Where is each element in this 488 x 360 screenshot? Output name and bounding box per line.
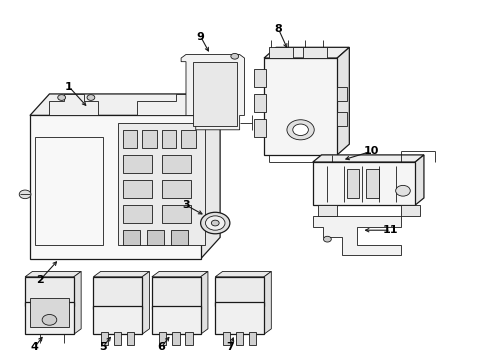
Bar	[303, 47, 327, 58]
Text: 4: 4	[31, 342, 39, 352]
Polygon shape	[30, 94, 220, 116]
Polygon shape	[74, 271, 81, 334]
Polygon shape	[312, 155, 423, 162]
Polygon shape	[312, 216, 400, 255]
Polygon shape	[200, 94, 220, 259]
Bar	[254, 119, 266, 137]
Bar	[142, 130, 157, 148]
Bar	[122, 180, 152, 198]
Bar	[366, 169, 378, 198]
Bar	[193, 62, 237, 126]
Circle shape	[292, 124, 308, 135]
Bar	[185, 332, 192, 345]
Text: 5: 5	[99, 342, 107, 352]
Bar	[101, 332, 108, 345]
Circle shape	[42, 315, 57, 325]
Bar	[122, 230, 140, 244]
Text: 3: 3	[182, 200, 189, 210]
Polygon shape	[215, 271, 271, 277]
Circle shape	[58, 95, 65, 100]
Bar	[35, 137, 103, 244]
Circle shape	[205, 216, 224, 230]
Text: 9: 9	[196, 32, 204, 41]
Bar	[336, 87, 346, 101]
Circle shape	[87, 95, 95, 100]
Circle shape	[286, 120, 314, 140]
Bar	[30, 116, 200, 259]
Text: 6: 6	[157, 342, 165, 352]
Bar	[127, 332, 134, 345]
Bar	[268, 47, 293, 58]
Text: 8: 8	[274, 24, 282, 35]
Polygon shape	[152, 271, 207, 277]
Bar	[93, 306, 142, 334]
Polygon shape	[336, 47, 348, 155]
Bar	[93, 277, 142, 309]
Polygon shape	[137, 94, 200, 116]
Bar	[171, 230, 188, 244]
Polygon shape	[200, 271, 207, 334]
Text: 11: 11	[382, 225, 398, 235]
Bar	[161, 130, 176, 148]
Polygon shape	[93, 271, 149, 277]
Bar	[254, 94, 266, 112]
Polygon shape	[264, 271, 271, 334]
Bar	[159, 332, 166, 345]
Bar	[264, 58, 336, 155]
Bar	[122, 205, 152, 223]
Bar	[181, 130, 195, 148]
Text: 1: 1	[65, 82, 73, 92]
Bar	[312, 162, 414, 205]
Bar	[222, 332, 229, 345]
Polygon shape	[49, 94, 98, 116]
Polygon shape	[142, 271, 149, 334]
Bar	[122, 130, 137, 148]
Bar	[114, 332, 121, 345]
Text: 10: 10	[363, 146, 378, 156]
Bar	[317, 205, 336, 216]
Bar	[152, 277, 200, 309]
Circle shape	[19, 190, 31, 199]
Bar	[30, 298, 69, 327]
Polygon shape	[264, 47, 348, 58]
Bar	[346, 169, 358, 198]
Circle shape	[211, 220, 219, 226]
Bar	[235, 332, 243, 345]
Text: 7: 7	[225, 342, 233, 352]
Bar	[161, 205, 190, 223]
Bar	[152, 306, 200, 334]
Bar	[215, 277, 264, 306]
Bar	[215, 302, 264, 334]
Circle shape	[200, 212, 229, 234]
Circle shape	[230, 53, 238, 59]
Bar	[25, 277, 74, 306]
Polygon shape	[181, 54, 244, 130]
Polygon shape	[414, 155, 423, 205]
Bar	[118, 123, 205, 244]
Bar	[161, 180, 190, 198]
Bar	[400, 205, 419, 216]
Bar	[25, 302, 74, 334]
Bar	[122, 155, 152, 173]
Bar	[336, 112, 346, 126]
Bar	[161, 155, 190, 173]
Bar	[254, 69, 266, 87]
Circle shape	[395, 185, 409, 196]
Bar	[172, 332, 179, 345]
Bar	[248, 332, 256, 345]
Bar	[147, 230, 163, 244]
Circle shape	[323, 236, 330, 242]
Text: 2: 2	[36, 275, 43, 285]
Polygon shape	[25, 271, 81, 277]
